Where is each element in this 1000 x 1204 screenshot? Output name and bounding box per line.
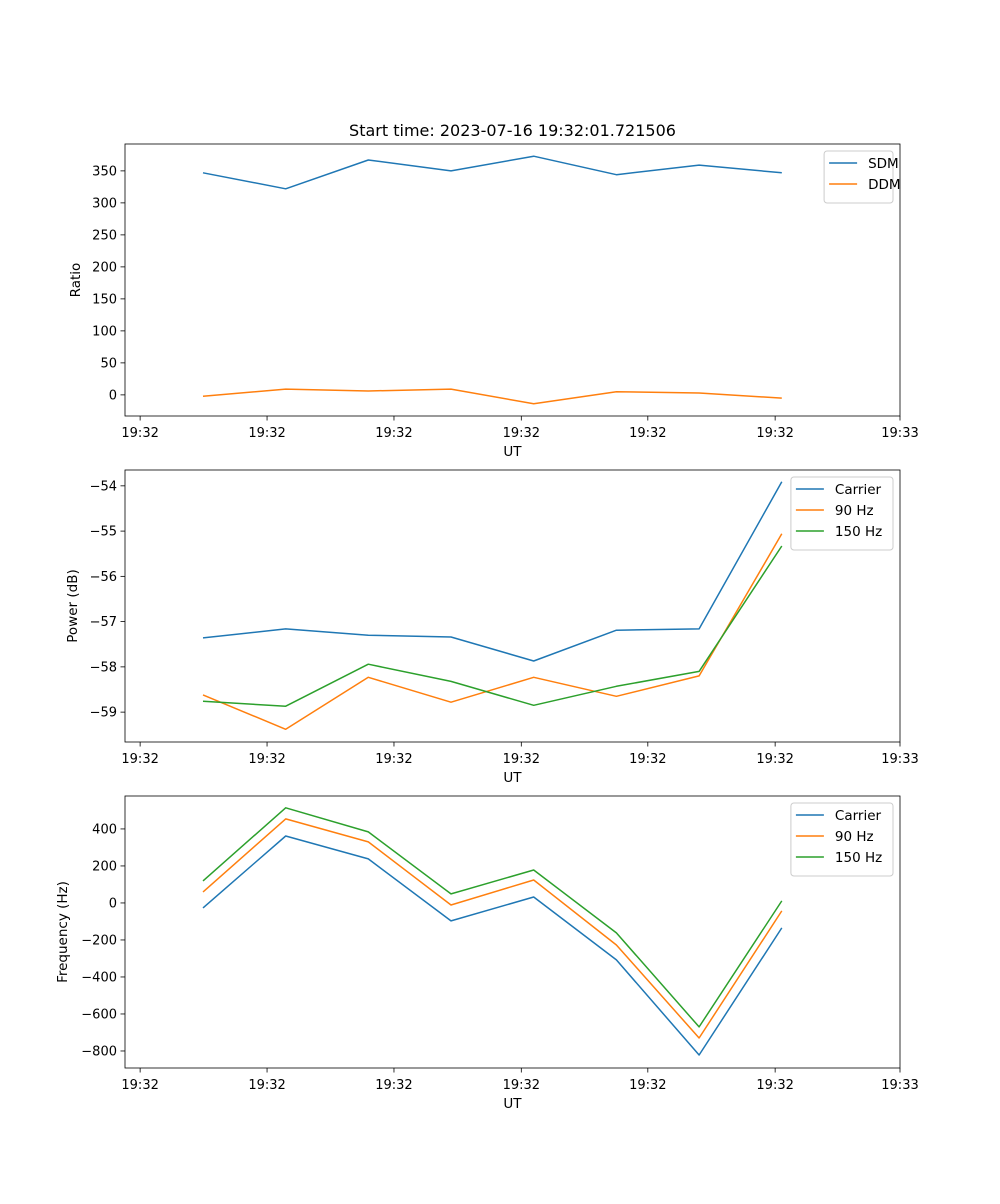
y-tick-label: 250 [92,228,117,243]
x-tick-label: 19:32 [248,426,285,441]
axes-frame [124,469,901,743]
x-tick-label: 19:32 [629,426,666,441]
y-tick-label: 150 [92,292,117,307]
x-tick-label: 19:32 [629,1078,666,1093]
x-tick-label: 19:32 [629,752,666,767]
y-tick-label: −58 [90,660,117,675]
y-tick-label: −800 [81,1044,117,1059]
series-line-sdm [202,155,782,190]
x-tick-label: 19:33 [881,1078,918,1093]
x-tick-label: 19:32 [248,752,285,767]
axes-frame [124,143,901,417]
legend-label: 90 Hz [835,503,874,519]
series-line-150-hz [202,545,783,707]
legend: Carrier 90 Hz 150 Hz [790,476,894,551]
axes-frame [124,795,901,1069]
legend: Carrier 90 Hz 150 Hz [790,802,894,877]
x-axis-label: UT [503,770,522,786]
y-tick-label: 0 [109,896,117,911]
y-tick-label: 300 [92,196,117,211]
legend-label: 90 Hz [835,829,874,845]
series-line-carrier [202,481,783,662]
y-tick-label: −200 [81,933,117,948]
y-tick-label: −600 [81,1007,117,1022]
y-axis-label: Ratio [68,263,84,298]
x-tick-label: 19:32 [503,1078,540,1093]
y-tick-label: −400 [81,970,117,985]
x-tick-label: 19:32 [121,426,158,441]
x-tick-label: 19:32 [375,426,412,441]
y-tick-label: 100 [92,324,117,339]
subplot-1: 19:32 19:32 19:32 19:32 19:32 19:32 19:33 0 50 10… [68,121,919,460]
x-tick-label: 19:32 [121,1078,158,1093]
series-line-ddm [202,388,782,405]
x-tick-label: 19:32 [375,752,412,767]
x-tick-label: 19:32 [248,1078,285,1093]
subplot-2: 19:32 19:32 19:32 19:32 19:32 19:32 19:33 −59 −5… [65,469,919,786]
y-tick-label: −57 [90,615,117,630]
series-line-carrier [202,835,783,1056]
x-tick-label: 19:32 [503,752,540,767]
y-tick-label: 0 [109,388,117,403]
y-tick-label: −56 [90,570,117,585]
x-tick-label: 19:33 [881,752,918,767]
y-axis-label: Frequency (Hz) [55,881,71,983]
legend-label: 150 Hz [835,850,882,866]
x-tick-label: 19:32 [375,1078,412,1093]
subplot-3: 19:32 19:32 19:32 19:32 19:32 19:32 19:33 −800 −… [55,795,919,1112]
series-line-150-hz [202,807,783,1028]
x-axis-label: UT [503,444,522,460]
y-tick-label: 50 [100,356,117,371]
y-tick-label: −59 [90,706,117,721]
x-tick-label: 19:32 [503,426,540,441]
x-tick-label: 19:32 [121,752,158,767]
legend-label: 150 Hz [835,524,882,540]
legend-box [823,150,894,204]
x-tick-label: 19:32 [756,426,793,441]
legend-label: SDM [868,156,899,172]
x-tick-label: 19:33 [881,426,918,441]
series-line-90-hz [202,533,783,731]
y-tick-label: 350 [92,164,117,179]
x-tick-label: 19:32 [756,752,793,767]
y-tick-label: −55 [90,525,117,540]
y-tick-label: 200 [92,260,117,275]
x-tick-label: 19:32 [756,1078,793,1093]
y-tick-label: 400 [92,822,117,837]
legend-label: Carrier [835,482,882,498]
y-axis-label: Power (dB) [65,569,81,642]
y-tick-label: −54 [90,479,117,494]
legend: SDM DDM [823,150,901,204]
legend-label: DDM [868,177,900,193]
y-tick-label: 200 [92,859,117,874]
legend-label: Carrier [835,808,882,824]
chart-title: Start time: 2023-07-16 19:32:01.721506 [349,121,676,140]
series-line-90-hz [202,818,783,1039]
x-axis-label: UT [503,1096,522,1112]
